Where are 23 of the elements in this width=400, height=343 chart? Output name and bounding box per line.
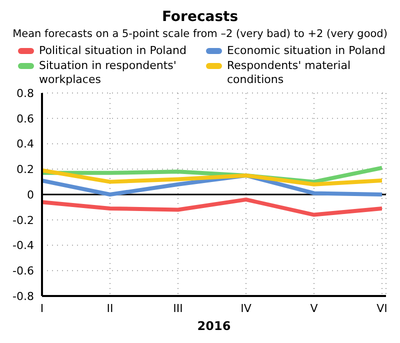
chart-subtitle: Mean forecasts on a 5-point scale from –2 (very bad) to +2 (very good) (12, 27, 388, 42)
y-tick-label: -0.8 (12, 290, 34, 303)
chart-title: Forecasts (160, 8, 240, 26)
x-tick-label: I (40, 302, 44, 315)
x-tick-label: III (173, 302, 183, 315)
legend-label: Situation in respondents' workplaces (39, 59, 178, 87)
x-tick-label: IV (240, 302, 252, 315)
legend-label: Respondents' material conditions (227, 59, 352, 87)
y-tick-label: 0.2 (16, 163, 34, 176)
x-tick-label: II (106, 302, 114, 315)
y-tick-label: 0.4 (16, 138, 34, 151)
y-tick-label: 0.6 (16, 112, 34, 126)
y-tick-label: -0.6 (12, 264, 34, 278)
legend-label: Economic situation in Poland (227, 44, 386, 58)
y-tick-label: 0 (27, 188, 34, 202)
x-tick-label: VI (376, 302, 388, 315)
y-tick-label: -0.4 (12, 239, 34, 252)
x-axis-title: 2016 (197, 319, 231, 333)
y-tick-label: -0.2 (12, 214, 34, 227)
x-tick-label: V (310, 302, 318, 315)
legend-label: Political situation in Poland (39, 44, 186, 58)
y-tick-label: 0.8 (16, 86, 34, 100)
line-series (42, 198, 382, 217)
